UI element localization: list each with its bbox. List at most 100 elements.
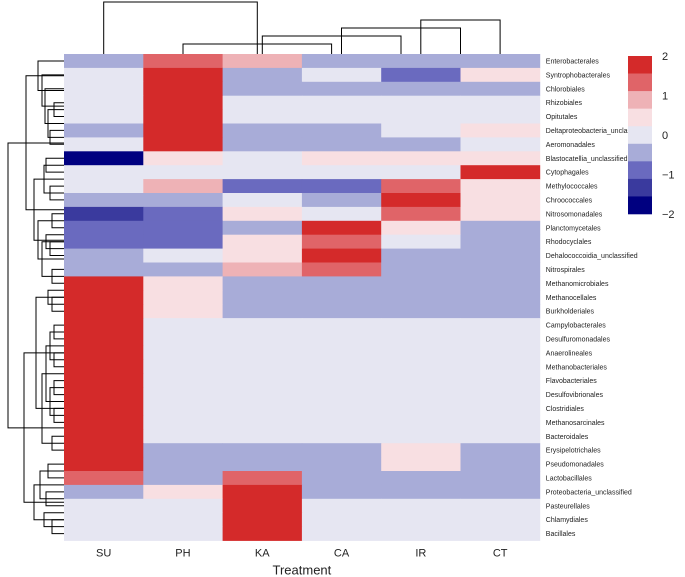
heatmap-cell: [222, 109, 303, 124]
heatmap-cell: [460, 359, 541, 375]
row-label: Methanomicrobiales: [546, 281, 609, 288]
heatmap-cell: [301, 248, 382, 263]
heatmap-cell: [301, 165, 382, 180]
heatmap-cell: [381, 498, 461, 514]
heatmap-cell: [381, 81, 461, 97]
heatmap-cell: [64, 471, 144, 486]
heatmap-cell: [381, 415, 461, 430]
heatmap-cell: [143, 429, 223, 444]
row-label: Pasteurellales: [546, 503, 590, 510]
heatmap-cell: [301, 387, 382, 402]
heatmap-cell: [301, 54, 382, 69]
row-label: Pseudomonadales: [546, 462, 604, 469]
column-labels: SU PH KA CA IR CT: [96, 548, 508, 560]
heatmap-cell: [64, 179, 144, 194]
heatmap-cell: [222, 304, 303, 319]
heatmap-cell: [143, 276, 223, 291]
row-label: Rhodocyclales: [546, 239, 592, 246]
column-dendrogram-branch: [261, 35, 402, 54]
row-label: Chlorobiales: [546, 86, 585, 93]
heatmap-cell: [301, 443, 382, 458]
heatmap-cell: [381, 109, 461, 124]
heatmap-cell: [460, 109, 541, 124]
heatmap-cell: [222, 123, 303, 138]
heatmap-cell: [143, 373, 223, 388]
heatmap-cell: [301, 304, 382, 319]
heatmap-cell: [143, 415, 223, 430]
heatmap-cell: [143, 234, 223, 249]
row-label: Blastocatellia_unclassified: [546, 156, 628, 163]
row-label: Proteobacteria_unclassified: [546, 489, 632, 496]
row-label: Anaerolineales: [546, 350, 593, 357]
row-label: Syntrophobacterales: [546, 72, 611, 79]
heatmap-cell: [64, 137, 144, 152]
row-label: Planctomycetales: [546, 225, 601, 232]
heatmap-cell: [222, 457, 303, 472]
row-labels: Enterobacterales Syntrophobacterales Chlor…: [546, 58, 648, 538]
heatmap-cell: [64, 234, 144, 249]
heatmap-cell: [222, 262, 303, 277]
heatmap-cell: [301, 526, 382, 541]
heatmap-cell: [460, 67, 541, 83]
column-label: KA: [255, 548, 270, 560]
heatmap-cell: [301, 373, 382, 388]
heatmap-cell: [381, 443, 461, 458]
legend-swatch: [628, 161, 652, 180]
heatmap-cell: [64, 262, 144, 277]
heatmap-cell: [64, 95, 144, 110]
row-label: Campylobacterales: [546, 323, 606, 330]
heatmap-cell: [222, 248, 303, 263]
legend-swatch: [628, 91, 652, 109]
heatmap-cell: [64, 401, 144, 416]
heatmap-cell: [64, 526, 144, 541]
legend-swatch: [628, 126, 652, 145]
heatmap-cell: [64, 151, 144, 166]
column-dendrogram: [103, 1, 501, 54]
heatmap-cell: [64, 359, 144, 375]
heatmap-cell: [301, 67, 382, 83]
heatmap-cell: [381, 123, 461, 138]
row-label: Lactobacillales: [546, 475, 592, 482]
heatmap-cell: [381, 526, 461, 541]
heatmap-cell: [460, 81, 541, 97]
heatmap-cell: [143, 304, 223, 319]
row-label: Methanocellales: [546, 295, 597, 302]
heatmap-cell: [301, 457, 382, 472]
row-label: Erysipelotrichales: [546, 448, 601, 455]
heatmap-cell: [460, 345, 541, 361]
heatmap-cell: [222, 95, 303, 110]
heatmap-cell: [301, 95, 382, 110]
heatmap-cell: [222, 359, 303, 375]
heatmap-cell: [460, 498, 541, 514]
heatmap-cell: [222, 137, 303, 152]
heatmap-cell: [381, 304, 461, 319]
column-dendrogram-branch: [103, 1, 258, 54]
heatmap-cell: [381, 457, 461, 472]
heatmap-cell: [460, 123, 541, 138]
heatmap-cell: [301, 220, 382, 236]
heatmap-cell: [222, 401, 303, 416]
heatmap-cell: [64, 81, 144, 97]
heatmap-cell: [222, 484, 303, 500]
heatmap-cell: [381, 248, 461, 263]
legend-tick-label: 1: [662, 91, 668, 103]
heatmap-cell: [143, 206, 223, 222]
heatmap-cell: [222, 151, 303, 166]
heatmap-cell: [143, 67, 223, 83]
legend-swatch: [628, 73, 652, 92]
heatmap-cell: [460, 276, 541, 291]
heatmap-cell: [64, 123, 144, 138]
heatmap-cell: [64, 54, 144, 69]
heatmap-cell: [64, 276, 144, 291]
heatmap-cell: [301, 151, 382, 166]
heatmap-cell: [460, 193, 541, 208]
heatmap-cell: [460, 457, 541, 472]
heatmap-cell: [222, 345, 303, 361]
column-label: IR: [415, 548, 426, 560]
heatmap-cell: [301, 429, 382, 444]
column-dendrogram-branch: [420, 19, 501, 54]
heatmap-cell: [301, 137, 382, 152]
heatmap-cell: [381, 262, 461, 277]
heatmap-cell: [301, 262, 382, 277]
